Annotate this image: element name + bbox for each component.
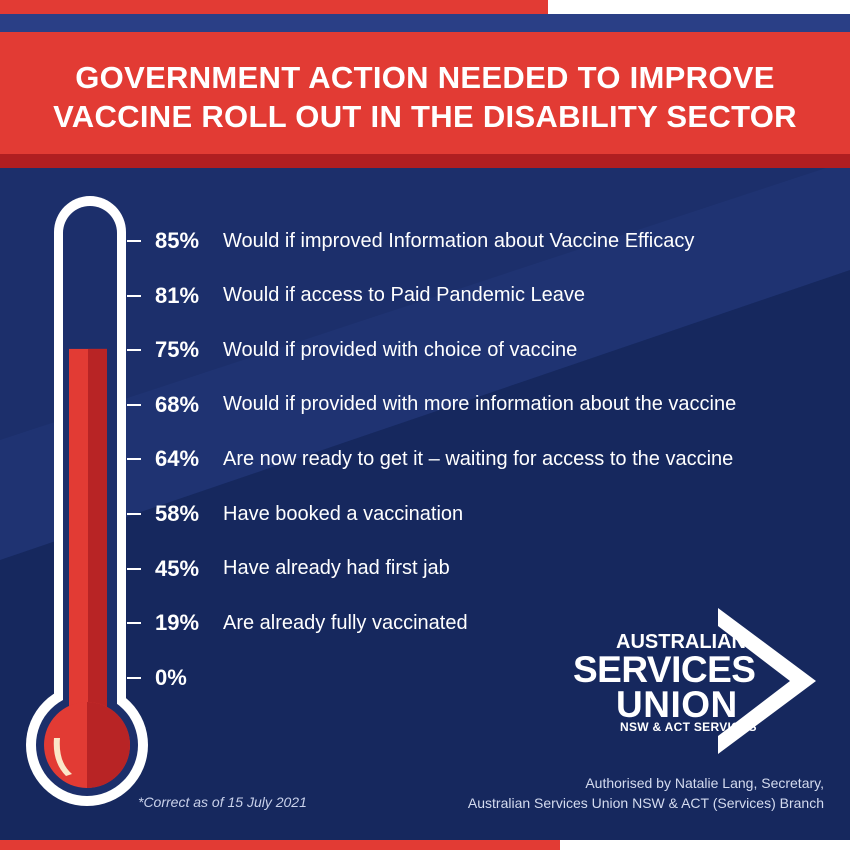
title-banner [0, 32, 850, 154]
tick-mark [127, 513, 141, 515]
logo-line-union: UNION [616, 684, 738, 725]
logo-line-australian: AUSTRALIAN [616, 631, 746, 653]
item-description: Would if improved Information about Vacc… [223, 229, 695, 252]
item-description: Would if provided with choice of vaccine [223, 338, 578, 361]
list-item: 45% Have already had first jab [127, 554, 450, 584]
percent-label: 68% [155, 391, 200, 417]
percent-label: 19% [155, 610, 200, 636]
tick-mark [127, 403, 141, 406]
bottom-red-bar [0, 840, 850, 850]
title-banner-shadow [0, 154, 850, 168]
tick-mark [127, 622, 141, 625]
title-line-2: VACCINE ROLL OUT IN THE DISABILITY SECTO… [53, 99, 797, 134]
list-item: 68% Would if provided with more informati… [127, 390, 736, 420]
logo-line-branch: NSW & ACT SERVICES [620, 720, 757, 734]
item-description: Would if provided with more information … [223, 393, 737, 416]
tick-mark [127, 240, 141, 242]
item-description: Have already had first jab [223, 557, 450, 580]
top-navy-stripe [0, 14, 850, 32]
percent-label: 58% [155, 501, 200, 526]
chevron-right-icon [718, 608, 816, 754]
percent-label: 64% [155, 446, 200, 472]
authorisation: Authorised by Natalie Lang, Secretary, A… [468, 773, 824, 813]
logo-line-services: SERVICES [573, 649, 756, 690]
list-item: 0% [127, 663, 223, 693]
list-item: 75% Would if provided with choice of vacc… [127, 335, 577, 365]
tick-mark [127, 458, 141, 461]
tick-mark [127, 567, 141, 570]
percent-label: 45% [155, 555, 200, 581]
tick-mark [127, 294, 141, 297]
bottom-white-bar [560, 840, 850, 850]
top-white-bar [548, 0, 850, 14]
list-item: 19% Are already fully vaccinated [127, 608, 468, 638]
item-description: Are now ready to get it – waiting for ac… [223, 447, 734, 470]
item-description: Have booked a vaccination [223, 502, 464, 525]
page-title: GOVERNMENT ACTION NEEDED TO IMPROVE VACC… [0, 58, 850, 136]
asu-logo: AUSTRALIAN SERVICES UNION NSW & ACT SERV… [568, 604, 820, 754]
list-item: 81% Would if access to Paid Pandemic Leav… [127, 281, 585, 311]
percent-label: 81% [155, 282, 200, 308]
authorisation-line-1: Authorised by Natalie Lang, Secretary, [585, 775, 824, 791]
authorisation-line-2: Australian Services Union NSW & ACT (Ser… [467, 795, 824, 811]
top-red-bar [0, 0, 548, 14]
item-description: Are already fully vaccinated [223, 611, 468, 634]
item-description: Would if access to Paid Pandemic Leave [223, 284, 586, 307]
list-item: 85% Would if improved Information about V… [127, 226, 694, 256]
thermometer-highlight [53, 738, 72, 776]
thermometer-fill-shade [88, 348, 107, 745]
percent-label: 85% [155, 228, 200, 253]
list-item: 64% Are now ready to get it – waiting for… [127, 444, 733, 474]
list-item: 58% Have booked a vaccination [127, 499, 463, 529]
footnote: *Correct as of 15 July 2021 [138, 794, 307, 810]
title-line-1: GOVERNMENT ACTION NEEDED TO IMPROVE [75, 60, 775, 95]
percent-label: 75% [155, 337, 200, 363]
thermometer-bulb-shade [87, 702, 130, 788]
tick-mark [127, 676, 141, 679]
percent-label: 0% [155, 664, 187, 690]
tick-mark [127, 349, 141, 352]
